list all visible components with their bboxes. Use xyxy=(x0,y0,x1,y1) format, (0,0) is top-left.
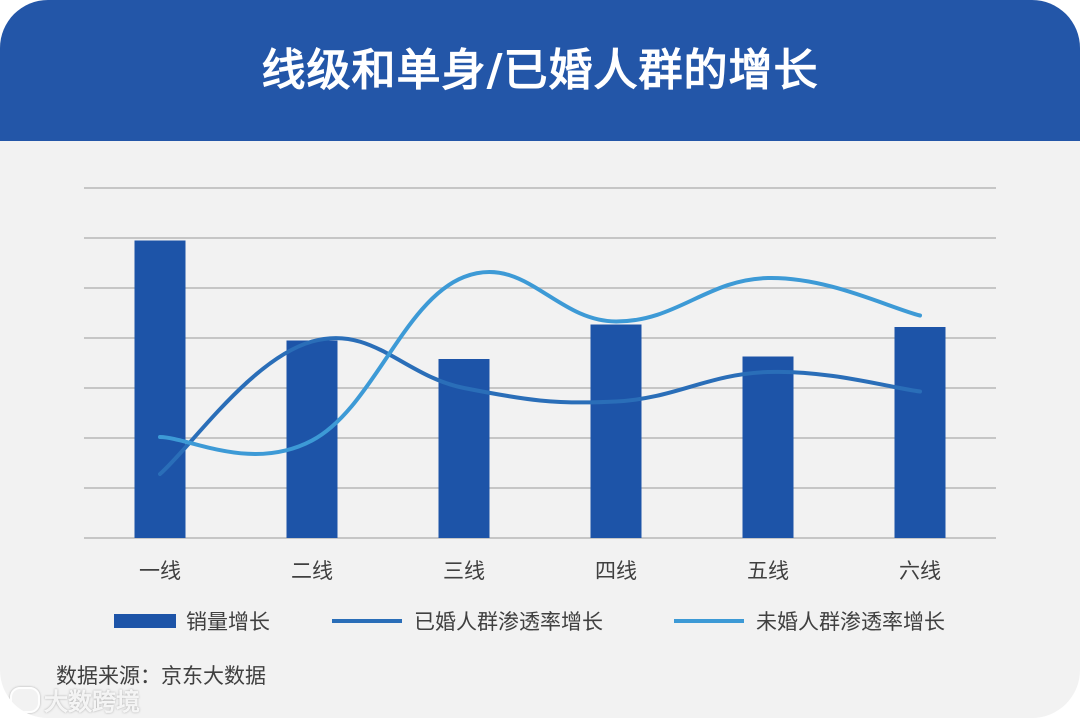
legend-label: 未婚人群渗透率增长 xyxy=(756,610,945,634)
bar-六线 xyxy=(894,327,946,538)
line-series xyxy=(158,270,922,476)
bar-一线 xyxy=(134,240,186,538)
x-tick-label: 一线 xyxy=(139,559,181,583)
legend-item-unmarried: 未婚人群渗透率增长 xyxy=(674,610,945,634)
legend-label: 销量增长 xyxy=(186,610,270,634)
bar-四线 xyxy=(590,324,642,538)
brand-logo-icon xyxy=(10,686,40,713)
x-tick-label: 五线 xyxy=(747,559,789,583)
legend: 销量增长 已婚人群渗透率增长 未婚人群渗透率增长 xyxy=(114,610,945,634)
x-tick-label: 四线 xyxy=(595,559,637,583)
watermark-text: 大数跨境 xyxy=(44,688,140,716)
header-banner: 线级和单身/已婚人群的增长 xyxy=(0,0,1080,141)
legend-label: 已婚人群渗透率增长 xyxy=(414,610,603,634)
legend-swatch xyxy=(114,614,176,628)
page-title: 线级和单身/已婚人群的增长 xyxy=(261,44,819,96)
watermark: 大数跨境 xyxy=(10,682,140,717)
grid-lines xyxy=(84,187,996,539)
x-axis-labels: 一线 二线 三线 四线 五线 六线 xyxy=(139,559,941,583)
legend-item-sales: 销量增长 xyxy=(114,610,270,634)
x-tick-label: 三线 xyxy=(443,559,485,583)
bar-三线 xyxy=(438,359,490,538)
x-tick-label: 六线 xyxy=(899,559,941,583)
source-note: 数据来源：京东大数据 xyxy=(56,664,266,688)
x-tick-label: 二线 xyxy=(291,559,333,583)
married-rate-line xyxy=(158,336,922,476)
unmarried-rate-line xyxy=(158,270,922,456)
legend-item-married: 已婚人群渗透率增长 xyxy=(332,610,603,634)
bar-series xyxy=(134,240,946,538)
bar-五线 xyxy=(742,356,794,538)
